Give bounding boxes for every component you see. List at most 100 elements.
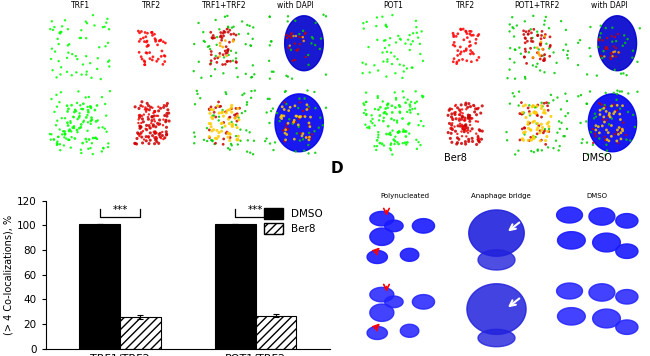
Point — [538, 104, 548, 109]
Point — [63, 50, 73, 56]
Point — [304, 137, 314, 143]
Point — [536, 137, 547, 143]
Point — [155, 121, 165, 127]
Point — [216, 37, 227, 43]
Point — [456, 141, 467, 146]
Point — [465, 43, 476, 48]
Point — [280, 127, 291, 133]
Point — [162, 111, 172, 116]
Point — [204, 127, 214, 133]
Point — [417, 93, 427, 99]
Point — [159, 53, 170, 58]
Point — [593, 124, 604, 130]
Point — [66, 145, 76, 151]
Point — [235, 127, 246, 132]
Point — [300, 54, 311, 60]
Point — [153, 141, 164, 146]
Point — [223, 47, 233, 52]
Point — [230, 115, 240, 121]
Point — [528, 149, 539, 155]
Point — [279, 113, 289, 119]
Point — [213, 117, 224, 123]
Point — [463, 101, 474, 106]
Point — [532, 32, 543, 37]
Point — [224, 131, 235, 136]
Point — [532, 103, 542, 109]
Point — [597, 123, 608, 129]
Point — [398, 129, 408, 135]
Point — [250, 88, 260, 94]
Point — [290, 18, 300, 23]
Point — [519, 110, 529, 115]
Point — [189, 41, 200, 47]
Point — [541, 41, 552, 47]
Point — [188, 68, 199, 74]
Point — [462, 58, 472, 64]
Point — [243, 31, 254, 37]
Point — [152, 42, 162, 48]
Point — [143, 114, 153, 120]
Point — [150, 36, 160, 42]
Point — [293, 124, 304, 130]
Bar — [215, 224, 255, 349]
Point — [136, 124, 146, 130]
Point — [523, 105, 534, 111]
Point — [57, 23, 68, 29]
Point — [395, 36, 405, 42]
Point — [371, 147, 382, 153]
Polygon shape — [593, 233, 620, 252]
Point — [465, 112, 475, 118]
Point — [281, 122, 292, 128]
Point — [415, 51, 426, 57]
Point — [398, 127, 409, 132]
Point — [452, 105, 463, 111]
Polygon shape — [400, 324, 419, 337]
Title: POT1+TRF2: POT1+TRF2 — [514, 1, 560, 10]
Point — [140, 62, 150, 68]
Point — [207, 35, 218, 41]
Point — [143, 134, 153, 140]
Point — [556, 106, 566, 112]
Point — [141, 134, 151, 140]
Point — [372, 95, 383, 101]
Point — [594, 37, 604, 43]
Point — [406, 110, 416, 115]
Point — [467, 138, 478, 144]
Point — [546, 114, 556, 119]
Point — [505, 45, 515, 51]
Point — [549, 145, 559, 151]
Point — [400, 41, 411, 46]
Point — [59, 135, 70, 140]
Point — [447, 120, 458, 126]
Point — [214, 104, 225, 110]
Point — [613, 140, 623, 146]
Point — [594, 36, 604, 42]
Point — [551, 60, 562, 66]
Point — [156, 135, 166, 141]
Point — [561, 42, 571, 47]
Point — [304, 120, 314, 126]
Point — [99, 24, 110, 30]
Point — [520, 35, 530, 41]
Point — [76, 147, 86, 153]
Point — [632, 59, 643, 65]
Point — [158, 122, 168, 128]
Point — [522, 38, 532, 44]
Point — [610, 67, 620, 73]
Point — [457, 114, 467, 120]
Point — [222, 53, 232, 59]
Point — [315, 46, 325, 52]
Point — [74, 114, 85, 120]
Point — [74, 110, 85, 116]
Point — [532, 33, 543, 38]
Point — [403, 37, 413, 42]
Polygon shape — [467, 284, 526, 334]
Point — [361, 111, 372, 117]
Point — [213, 134, 224, 139]
Point — [49, 137, 59, 142]
Point — [161, 129, 172, 135]
Point — [383, 101, 393, 106]
Point — [469, 103, 480, 109]
Point — [447, 126, 458, 131]
Point — [614, 50, 625, 56]
